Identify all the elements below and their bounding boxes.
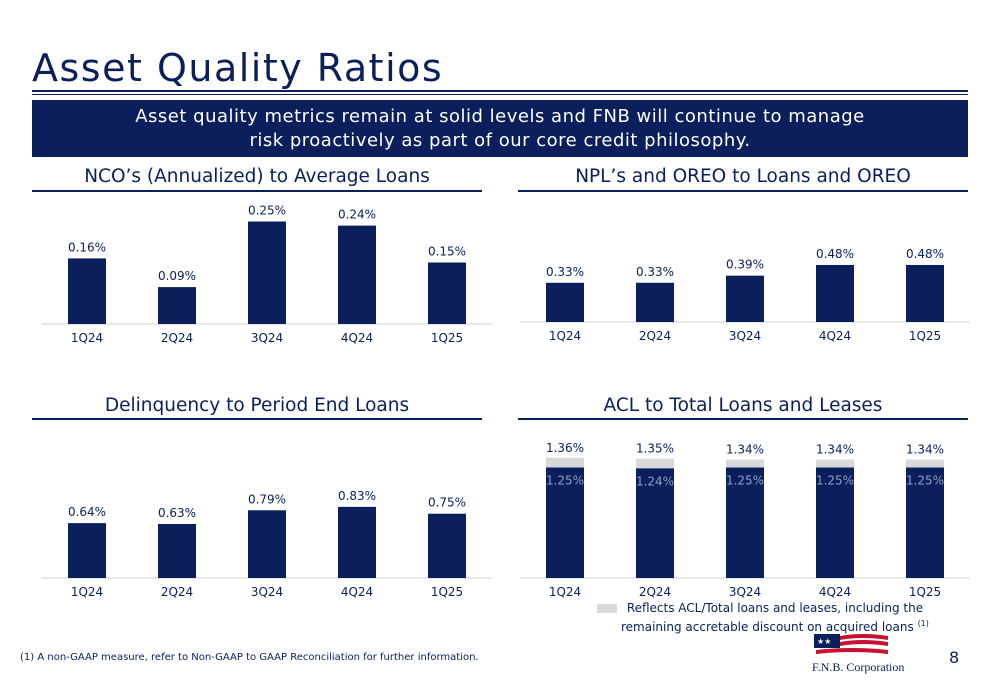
x-tick-label: 1Q25 [909, 329, 941, 343]
data-label: 1.25% [726, 474, 764, 488]
page-title: Asset Quality Ratios [32, 46, 444, 90]
bar [68, 523, 106, 578]
data-label: 0.33% [636, 265, 674, 279]
logo-text: F.N.B. Corporation [812, 660, 905, 674]
bar [906, 467, 944, 578]
title-rule-thin [32, 94, 968, 95]
data-label: 0.33% [546, 265, 584, 279]
x-tick-label: 3Q24 [729, 329, 761, 343]
total-data-label: 1.35% [636, 442, 674, 456]
nco-chart: 0.16% 1Q24 0.09% 2Q24 0.25% 3Q24 0.24% 4Q24 0.15… [42, 204, 492, 345]
x-tick-label: 1Q24 [71, 331, 103, 345]
x-tick-label: 4Q24 [819, 585, 851, 599]
data-label: 0.24% [338, 208, 376, 222]
bar [158, 524, 196, 578]
data-label: 0.09% [158, 269, 196, 283]
data-label: 0.79% [248, 492, 286, 506]
summary-banner: Asset quality metrics remain at solid le… [32, 100, 968, 157]
data-label: 0.39% [726, 258, 764, 272]
npl-chart-title: NPL’s and OREO to Loans and OREO [575, 166, 911, 187]
bar [816, 264, 854, 322]
acl-chart: 1.36% 1.25% 1Q24 1.35% 1.24% 2Q24 1.34% 1.25% 3Q… [520, 441, 970, 599]
data-label: 1.25% [906, 474, 944, 488]
x-tick-label: 2Q24 [639, 585, 671, 599]
nco-title-rule [32, 190, 482, 192]
delinquency-title-rule [32, 418, 482, 420]
bar [338, 506, 376, 578]
x-tick-label: 2Q24 [161, 585, 193, 599]
legend-text: Reflects ACL/Total loans and leases, inc… [621, 601, 929, 635]
npl-chart: 0.33% 1Q24 0.33% 2Q24 0.39% 3Q24 0.48% 4Q24 0.48… [520, 247, 970, 343]
legend-line-1: Reflects ACL/Total loans and leases, inc… [626, 601, 924, 615]
data-label: 1.25% [816, 474, 854, 488]
bar [248, 510, 286, 578]
data-label: 0.64% [68, 505, 106, 519]
legend-line-2: remaining accretable discount on acquire… [621, 620, 914, 634]
bar [726, 467, 764, 578]
bar [68, 258, 106, 324]
acl-legend: Reflects ACL/Total loans and leases, inc… [597, 601, 929, 635]
data-label: 0.15% [428, 245, 466, 259]
x-tick-label: 4Q24 [341, 585, 373, 599]
data-label: 0.48% [816, 247, 854, 261]
x-tick-label: 4Q24 [819, 329, 851, 343]
data-label: 0.48% [906, 247, 944, 261]
footnote: (1) A non-GAAP measure, refer to Non-GAA… [20, 652, 479, 663]
data-label: 1.24% [636, 474, 674, 488]
title-rule [32, 90, 968, 92]
svg-text:★★: ★★ [817, 637, 831, 646]
x-tick-label: 4Q24 [341, 331, 373, 345]
x-tick-label: 1Q24 [549, 329, 581, 343]
npl-title-rule [518, 190, 968, 192]
x-tick-label: 2Q24 [161, 331, 193, 345]
x-tick-label: 1Q24 [71, 585, 103, 599]
bar [546, 467, 584, 578]
data-label: 1.25% [546, 474, 584, 488]
total-data-label: 1.36% [546, 441, 584, 455]
data-label: 0.63% [158, 506, 196, 520]
bar [158, 287, 196, 324]
x-tick-label: 3Q24 [251, 331, 283, 345]
banner-line-1: Asset quality metrics remain at solid le… [135, 105, 865, 127]
bar [636, 468, 674, 578]
x-tick-label: 1Q25 [909, 585, 941, 599]
bar [428, 513, 466, 578]
x-tick-label: 3Q24 [729, 585, 761, 599]
bar [546, 282, 584, 322]
acl-chart-title: ACL to Total Loans and Leases [603, 395, 883, 416]
bar [906, 264, 944, 322]
acl-title-rule [518, 418, 968, 420]
bar [816, 467, 854, 578]
fnb-logo: ★★ F.N.B. Corporation [812, 632, 924, 678]
flag-icon: ★★ [814, 634, 888, 654]
total-data-label: 1.34% [816, 443, 854, 457]
legend-footnote-ref: (1) [917, 619, 929, 628]
bar [636, 282, 674, 322]
banner-line-2: risk proactively as part of our core cre… [249, 129, 751, 151]
nco-chart-title: NCO’s (Annualized) to Average Loans [84, 166, 430, 187]
bar [338, 225, 376, 324]
x-tick-label: 1Q25 [431, 585, 463, 599]
data-label: 0.16% [68, 240, 106, 254]
x-tick-label: 1Q24 [549, 585, 581, 599]
bar [726, 275, 764, 322]
total-data-label: 1.34% [906, 443, 944, 457]
bar [248, 221, 286, 324]
x-tick-label: 3Q24 [251, 585, 283, 599]
x-tick-label: 2Q24 [639, 329, 671, 343]
legend-swatch [597, 604, 617, 613]
bar [428, 262, 466, 324]
data-label: 0.83% [338, 489, 376, 503]
data-label: 0.75% [428, 496, 466, 510]
x-tick-label: 1Q25 [431, 331, 463, 345]
total-data-label: 1.34% [726, 443, 764, 457]
page-number: 8 [949, 648, 960, 667]
delinquency-chart: 0.64% 1Q24 0.63% 2Q24 0.79% 3Q24 0.83% 4Q24 0.75… [42, 489, 492, 599]
delinquency-chart-title: Delinquency to Period End Loans [104, 395, 410, 416]
data-label: 0.25% [248, 204, 286, 218]
